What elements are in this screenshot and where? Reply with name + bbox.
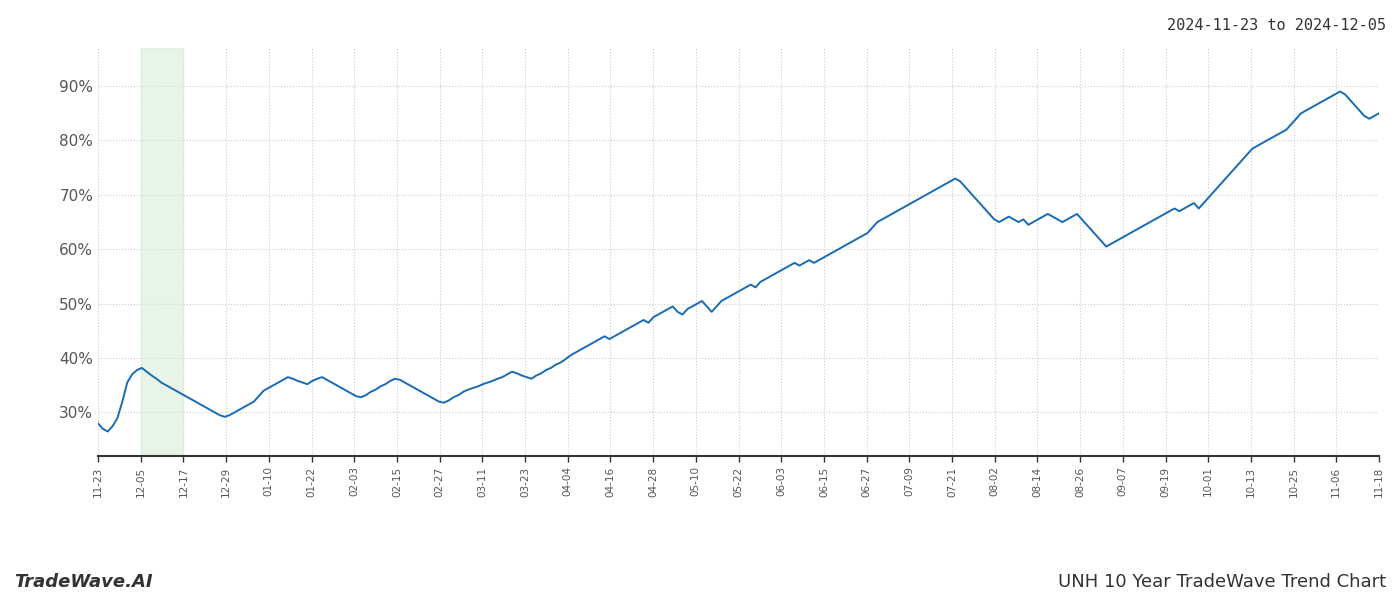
Text: TradeWave.AI: TradeWave.AI: [14, 573, 153, 591]
Text: UNH 10 Year TradeWave Trend Chart: UNH 10 Year TradeWave Trend Chart: [1058, 573, 1386, 591]
Bar: [140, 48, 183, 456]
Text: 2024-11-23 to 2024-12-05: 2024-11-23 to 2024-12-05: [1168, 18, 1386, 33]
